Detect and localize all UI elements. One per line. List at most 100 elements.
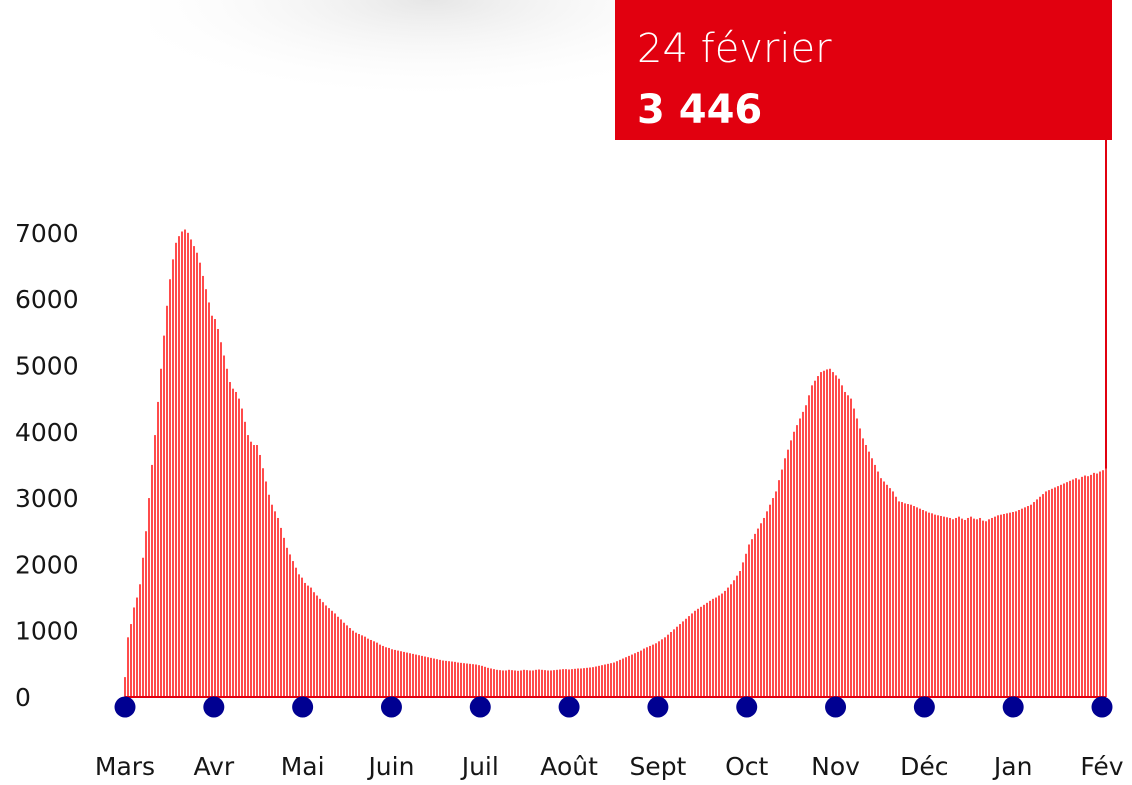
bar	[223, 355, 225, 697]
bar	[463, 663, 465, 697]
bar	[967, 517, 969, 697]
bar	[430, 657, 432, 697]
bar	[217, 328, 219, 697]
x-tick-label: Juin	[366, 752, 414, 781]
bar	[1084, 475, 1086, 697]
x-tick-label: Sept	[629, 752, 686, 781]
month-dot	[558, 696, 580, 718]
bar	[898, 501, 900, 697]
bar	[817, 376, 819, 697]
bar	[847, 395, 849, 697]
bar	[592, 667, 594, 697]
bar	[916, 507, 918, 697]
bar	[370, 639, 372, 697]
bar	[895, 496, 897, 697]
bar	[805, 405, 807, 697]
bar	[181, 231, 183, 697]
bar	[364, 636, 366, 697]
bar	[385, 647, 387, 697]
bar	[373, 641, 375, 697]
bar	[724, 590, 726, 697]
annotation-box	[615, 0, 1112, 140]
bar	[736, 575, 738, 697]
bar	[802, 411, 804, 697]
bar	[349, 628, 351, 697]
bar	[1027, 506, 1029, 697]
bar	[976, 519, 978, 697]
bar	[1072, 479, 1074, 697]
bar	[811, 385, 813, 697]
bar	[610, 663, 612, 697]
bar	[412, 653, 414, 697]
bar	[220, 342, 222, 697]
bar	[244, 421, 246, 697]
bar	[757, 528, 759, 697]
x-tick-label: Mars	[95, 752, 155, 781]
bar	[1090, 474, 1092, 697]
bar	[406, 652, 408, 697]
bar	[934, 514, 936, 697]
bar	[535, 669, 537, 697]
bar	[838, 378, 840, 697]
bar	[1075, 478, 1077, 697]
bar	[655, 643, 657, 697]
bar	[733, 580, 735, 697]
bar	[853, 408, 855, 697]
bar	[139, 584, 141, 697]
bar	[1036, 499, 1038, 697]
month-dot	[114, 696, 136, 718]
bar	[709, 600, 711, 697]
bar	[310, 587, 312, 697]
bar	[970, 516, 972, 697]
bar	[400, 651, 402, 697]
bar	[706, 602, 708, 697]
bar	[166, 305, 168, 697]
bar	[307, 585, 309, 697]
bar	[196, 252, 198, 697]
month-dot	[469, 696, 491, 718]
bar	[481, 665, 483, 697]
bar	[1060, 484, 1062, 697]
x-tick-label: Oct	[725, 752, 768, 781]
bar	[160, 368, 162, 697]
annotation-value: 3 446	[637, 87, 762, 133]
bar	[808, 395, 810, 697]
bar	[127, 637, 129, 697]
bar	[940, 515, 942, 697]
y-tick-label: 4000	[15, 418, 79, 447]
bar	[598, 665, 600, 697]
bar	[496, 669, 498, 697]
bar	[250, 441, 252, 697]
bar	[130, 624, 132, 697]
bar	[457, 662, 459, 697]
bar	[727, 587, 729, 697]
bar	[325, 605, 327, 697]
bar	[388, 647, 390, 697]
bar	[508, 669, 510, 697]
bar	[826, 369, 828, 697]
bar	[685, 618, 687, 697]
bar	[319, 598, 321, 697]
bar	[556, 669, 558, 697]
bar	[337, 616, 339, 697]
bar	[391, 649, 393, 697]
bar	[268, 494, 270, 697]
bar	[925, 511, 927, 697]
bar	[784, 458, 786, 697]
bar	[676, 626, 678, 697]
bar	[700, 606, 702, 697]
bar	[832, 372, 834, 697]
bar	[175, 242, 177, 697]
bar	[772, 498, 774, 697]
bar	[787, 449, 789, 697]
bar	[742, 562, 744, 697]
month-dot	[647, 696, 669, 718]
bar	[292, 561, 294, 697]
bar	[943, 516, 945, 697]
bar	[502, 670, 504, 697]
bar	[1081, 476, 1083, 697]
bar	[529, 670, 531, 697]
bar	[1042, 494, 1044, 697]
bar	[553, 670, 555, 697]
